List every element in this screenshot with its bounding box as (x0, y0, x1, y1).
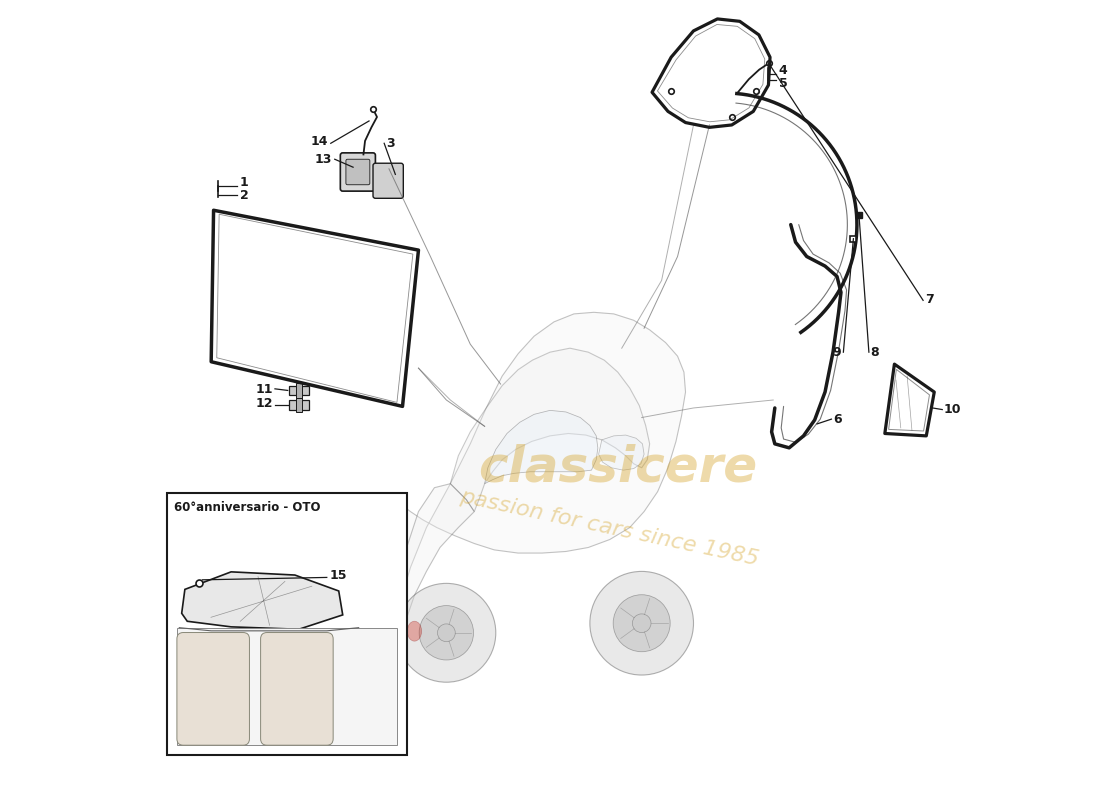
Text: 13: 13 (315, 153, 332, 166)
Text: 5: 5 (779, 77, 788, 90)
FancyBboxPatch shape (288, 400, 309, 410)
Text: 60°anniversario - OTO: 60°anniversario - OTO (174, 502, 320, 514)
Text: 8: 8 (870, 346, 879, 358)
Text: 4: 4 (779, 64, 788, 78)
Circle shape (438, 624, 455, 642)
Bar (296, 398, 303, 412)
Circle shape (590, 571, 693, 675)
FancyBboxPatch shape (340, 153, 375, 191)
Polygon shape (485, 410, 597, 484)
Polygon shape (598, 435, 645, 470)
Polygon shape (390, 312, 685, 643)
Polygon shape (450, 348, 650, 512)
Bar (177, 628, 397, 745)
Circle shape (397, 583, 496, 682)
Text: 10: 10 (944, 403, 961, 416)
Text: 14: 14 (311, 135, 329, 148)
Ellipse shape (407, 622, 421, 641)
Text: 12: 12 (255, 398, 273, 410)
Circle shape (613, 594, 670, 652)
Text: passion for cars since 1985: passion for cars since 1985 (459, 486, 761, 569)
Text: 7: 7 (925, 293, 934, 306)
Bar (296, 383, 303, 398)
Bar (167, 494, 407, 754)
FancyBboxPatch shape (373, 163, 404, 198)
Text: 6: 6 (833, 414, 842, 426)
FancyBboxPatch shape (288, 386, 309, 395)
FancyBboxPatch shape (261, 633, 333, 745)
Text: 1: 1 (240, 176, 249, 189)
Circle shape (632, 614, 651, 633)
Text: 11: 11 (255, 383, 273, 396)
Text: 3: 3 (386, 137, 395, 150)
FancyBboxPatch shape (345, 159, 370, 185)
Text: 2: 2 (240, 189, 249, 202)
Circle shape (419, 606, 473, 660)
Text: 15: 15 (329, 570, 346, 582)
FancyBboxPatch shape (177, 633, 250, 745)
Polygon shape (395, 484, 474, 643)
Polygon shape (182, 572, 343, 630)
Text: 9: 9 (833, 346, 842, 358)
Text: classicere: classicere (478, 444, 757, 492)
